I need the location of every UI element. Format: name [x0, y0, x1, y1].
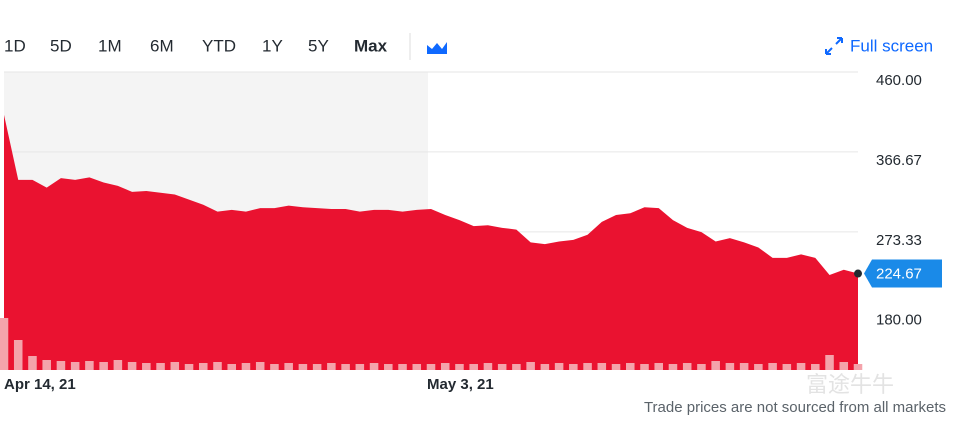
fullscreen-button[interactable]: Full screen: [850, 36, 933, 55]
volume-bar: [412, 364, 422, 370]
volume-bar: [113, 360, 123, 370]
range-button[interactable]: 5Y: [308, 36, 329, 55]
volume-bar: [13, 340, 23, 370]
volume-bar: [625, 363, 635, 370]
volume-bar: [85, 361, 94, 370]
volume-bar: [384, 364, 393, 370]
volume-bar: [270, 364, 279, 370]
volume-bar: [654, 363, 664, 370]
range-button[interactable]: 6M: [150, 36, 174, 55]
volume-bar: [697, 364, 706, 370]
volume-bar: [569, 364, 578, 370]
volume-bar: [768, 363, 777, 370]
volume-bar: [0, 318, 9, 370]
y-tick-label: 273.33: [876, 232, 922, 249]
volume-bar: [796, 363, 806, 370]
volume-bar: [127, 362, 137, 370]
volume-bar: [341, 364, 350, 370]
volume-bar: [170, 362, 180, 370]
range-button[interactable]: 1D: [4, 36, 26, 55]
volume-bar: [99, 362, 108, 370]
volume-bar: [327, 363, 336, 370]
volume-bar: [597, 363, 607, 370]
volume-bar: [440, 363, 450, 370]
volume-bar: [56, 361, 66, 370]
volume-bar: [398, 364, 407, 370]
volume-bar: [198, 363, 208, 370]
volume-bar: [355, 364, 365, 370]
volume-bar: [839, 362, 849, 370]
y-tick-label: 180.00: [876, 312, 922, 329]
volume-bar: [312, 364, 322, 370]
volume-bar: [426, 364, 436, 370]
fullscreen-icon[interactable]: [825, 37, 843, 55]
range-button[interactable]: Max: [354, 36, 388, 55]
volume-bar: [739, 363, 749, 370]
volume-bar: [284, 363, 293, 370]
volume-bar: [725, 363, 735, 370]
last-point: [854, 269, 862, 278]
volume-bar: [469, 364, 478, 370]
price-tag-label: 224.67: [876, 265, 922, 282]
volume-bar: [42, 360, 51, 370]
footnote: Trade prices are not sourced from all ma…: [644, 399, 946, 416]
price-area: [4, 114, 858, 370]
watermark: 富途牛牛: [806, 372, 894, 397]
volume-bar: [668, 364, 678, 370]
volume-bar: [825, 355, 834, 370]
volume-bar: [369, 363, 379, 370]
volume-bar: [28, 356, 37, 370]
volume-bar: [497, 364, 507, 370]
volume-bar: [455, 364, 464, 370]
volume-bar: [611, 364, 621, 370]
range-button[interactable]: YTD: [202, 36, 236, 55]
chart-type-icon[interactable]: [427, 42, 447, 54]
y-tick-label: 366.67: [876, 152, 922, 169]
volume-bar: [711, 361, 720, 370]
volume-bar: [241, 363, 251, 370]
price-tag: [864, 259, 942, 288]
volume-bar: [526, 362, 535, 370]
range-button[interactable]: 5D: [50, 36, 72, 55]
volume-bar: [754, 364, 763, 370]
volume-bar: [70, 362, 80, 370]
volume-bar: [156, 363, 165, 370]
volume-bar: [213, 362, 222, 370]
range-button[interactable]: 1M: [98, 36, 122, 55]
volume-bar: [298, 364, 308, 370]
y-tick-label: 460.00: [876, 72, 922, 89]
volume-bar: [682, 363, 692, 370]
volume-bar: [512, 364, 521, 370]
x-tick-label: May 3, 21: [427, 376, 494, 393]
x-tick-label: Apr 14, 21: [4, 376, 76, 393]
volume-bar: [811, 364, 820, 370]
volume-bar: [142, 363, 151, 370]
volume-bar: [184, 364, 194, 370]
volume-bar: [782, 364, 792, 370]
volume-bar: [227, 364, 237, 370]
volume-bar: [583, 363, 592, 370]
volume-bar: [483, 363, 493, 370]
range-button[interactable]: 1Y: [262, 36, 283, 55]
volume-bar: [255, 362, 265, 370]
volume-bar: [540, 364, 550, 370]
volume-bar: [640, 364, 649, 370]
volume-bar: [554, 363, 564, 370]
volume-bar: [853, 364, 863, 370]
